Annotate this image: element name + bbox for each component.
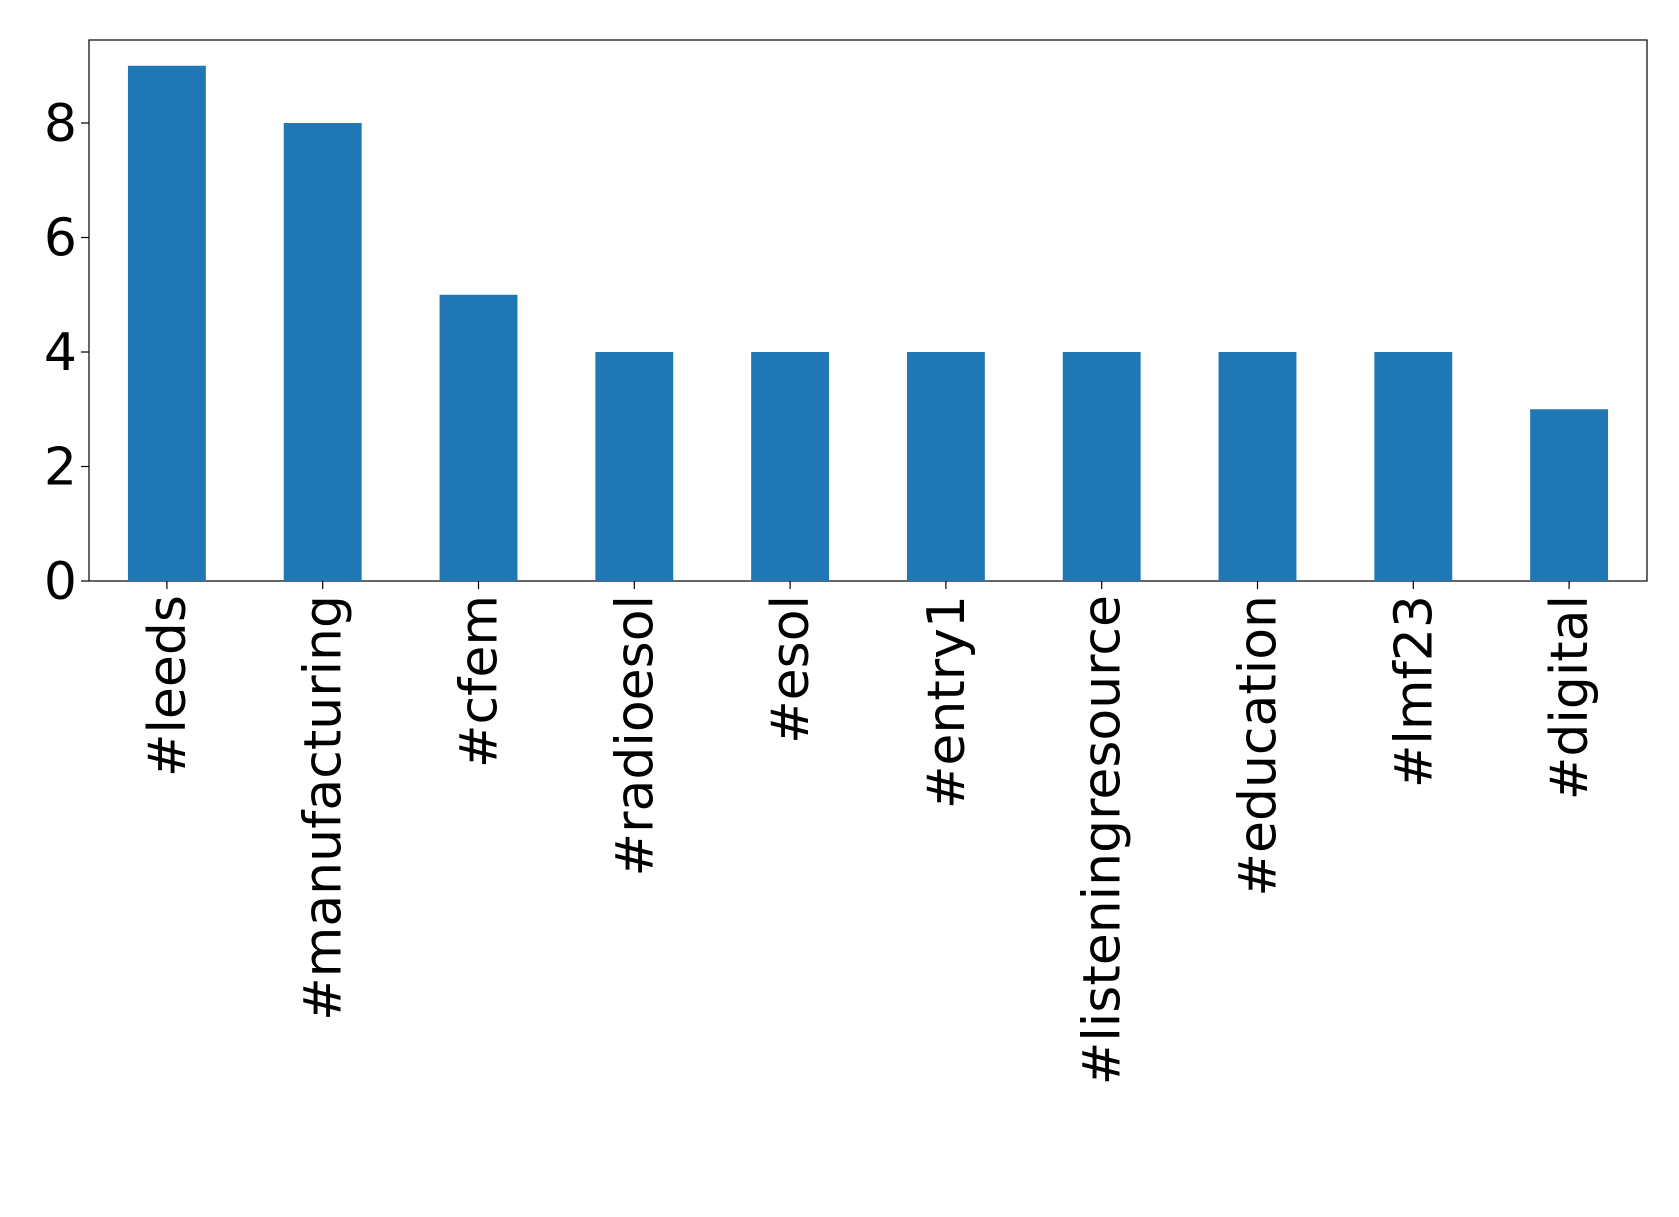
x-tick-label: #lmf23	[1384, 595, 1444, 788]
y-tick-label: 0	[44, 552, 77, 612]
x-tick-label: #listeningresource	[1073, 595, 1133, 1085]
y-tick-label: 4	[44, 323, 77, 383]
bar	[595, 352, 674, 581]
y-tick-label: 8	[44, 94, 77, 154]
bar	[906, 352, 985, 581]
bar	[1374, 352, 1453, 581]
bar	[1062, 352, 1141, 581]
bar	[1218, 352, 1297, 581]
plot-frame	[88, 39, 1648, 582]
bar	[127, 65, 206, 581]
x-tick-label: #digital	[1540, 595, 1600, 800]
x-tick-label: #esol	[761, 595, 821, 744]
x-tick-label: #entry1	[917, 595, 977, 809]
x-tick-label: #education	[1229, 595, 1289, 897]
bar	[1530, 409, 1609, 581]
y-tick-label: 2	[44, 438, 77, 498]
bar	[751, 352, 830, 581]
bar	[283, 123, 362, 581]
y-tick-label: 6	[44, 209, 77, 269]
bar	[439, 294, 518, 581]
x-tick-label: #leeds	[138, 595, 198, 777]
x-tick-label: #cfem	[450, 595, 510, 768]
x-tick-label: #manufacturing	[294, 595, 354, 1021]
x-tick-label: #radioesol	[605, 595, 665, 876]
